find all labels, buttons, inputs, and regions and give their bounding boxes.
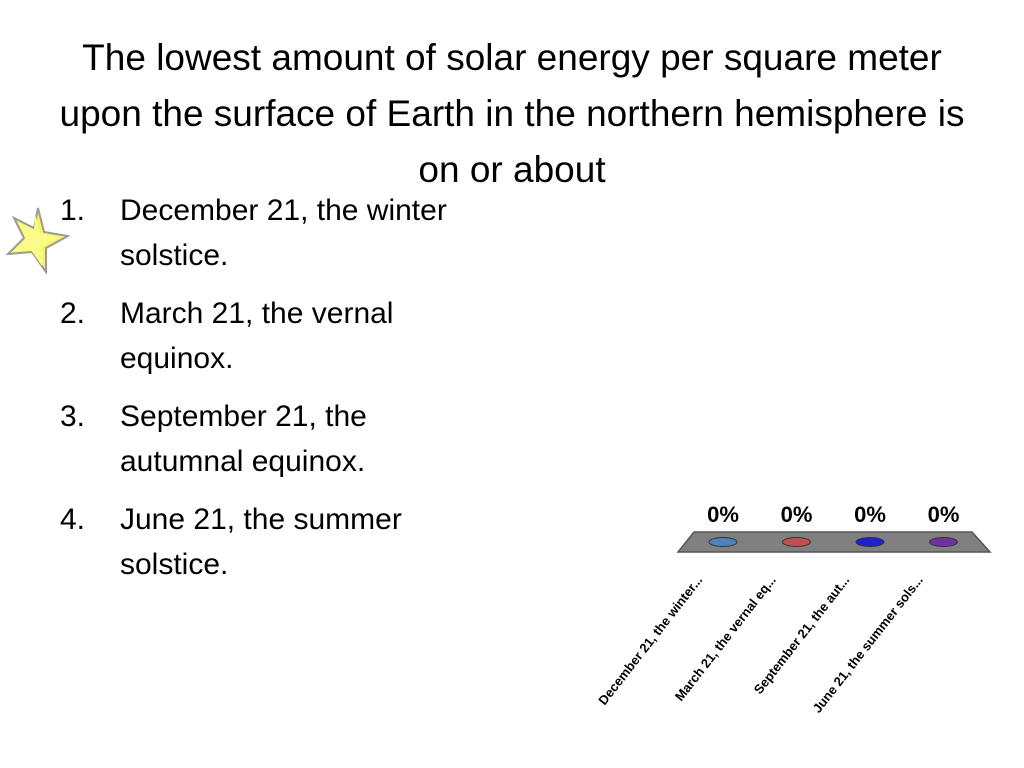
chart-data-label: 0% bbox=[928, 502, 960, 527]
response-chart-svg: 0%December 21, the winter...0%March 21, … bbox=[595, 502, 992, 716]
chart-data-label: 0% bbox=[781, 502, 813, 527]
response-chart: 0% December 21, the winter... 0% March 21, … bbox=[540, 480, 1010, 750]
chart-data-label: 0% bbox=[854, 502, 886, 527]
answer-number: 1. bbox=[60, 194, 86, 227]
chart-floor bbox=[676, 531, 992, 553]
answer-text: June 21, the summer solstice. bbox=[120, 503, 402, 581]
answer-option-3[interactable]: 3. September 21, the autumnal equinox. bbox=[60, 394, 480, 484]
answer-number: 4. bbox=[60, 503, 86, 536]
answer-number: 2. bbox=[60, 297, 86, 330]
chart-bar-top bbox=[782, 537, 811, 547]
answer-text: September 21, the autumnal equinox. bbox=[120, 400, 367, 478]
chart-bar-top bbox=[708, 537, 738, 547]
answer-option-4[interactable]: 4. June 21, the summer solstice. bbox=[60, 497, 480, 587]
answer-number: 3. bbox=[60, 400, 86, 433]
star-icon bbox=[5, 207, 70, 274]
slide-title: The lowest amount of solar energy per sq… bbox=[59, 37, 965, 190]
answer-list: 1. December 21, the winter solstice. 2. … bbox=[60, 188, 480, 600]
answer-text: December 21, the winter solstice. bbox=[120, 194, 447, 272]
answer-text: March 21, the vernal equinox. bbox=[120, 297, 394, 375]
answer-option-2[interactable]: 2. March 21, the vernal equinox. bbox=[60, 291, 480, 381]
chart-bar-top bbox=[855, 537, 885, 547]
answer-option-1[interactable]: 1. December 21, the winter solstice. bbox=[60, 188, 480, 278]
chart-data-label: 0% bbox=[707, 502, 739, 527]
chart-bar-top bbox=[929, 537, 958, 547]
